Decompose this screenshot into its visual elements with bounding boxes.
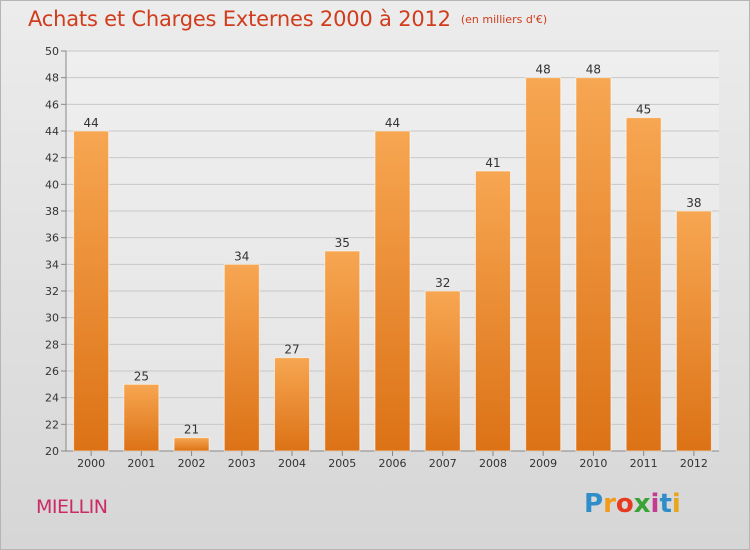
y-tick-label: 48	[45, 72, 59, 85]
logo-letter: x	[633, 489, 651, 519]
data-label-2010: 48	[586, 63, 601, 77]
y-tick-label: 32	[45, 285, 59, 298]
bar-2006	[374, 130, 411, 452]
data-label-2006: 44	[385, 116, 400, 130]
logo-letter: i	[671, 489, 681, 519]
y-tick-label: 28	[45, 338, 59, 351]
data-label-2004: 27	[284, 343, 299, 357]
data-label-2007: 32	[435, 276, 450, 290]
data-labels: 44 25 21 34 27 35 44 32 41 48 48 45 38	[83, 63, 701, 437]
x-tick-label-2009: 2009	[529, 457, 557, 470]
data-label-2009: 48	[536, 63, 551, 77]
data-label-2000: 44	[83, 116, 98, 130]
bar-2011	[625, 117, 662, 452]
y-tick-label: 44	[45, 125, 59, 138]
data-label-2012: 38	[686, 196, 701, 210]
x-tick-label-2011: 2011	[630, 457, 658, 470]
y-tick-label: 50	[45, 45, 59, 58]
chart-title: Achats et Charges Externes 2000 à 2012	[28, 7, 451, 31]
y-tick-label: 38	[45, 205, 59, 218]
proxiti-logo: Proxiti	[584, 489, 681, 519]
y-tick-label: 46	[45, 98, 59, 111]
data-label-2001: 25	[134, 369, 149, 383]
data-label-2002: 21	[184, 423, 199, 437]
bar-2002	[173, 437, 210, 452]
data-label-2005: 35	[335, 236, 350, 250]
y-tick-label: 30	[45, 312, 59, 325]
x-tick-label-2012: 2012	[680, 457, 708, 470]
data-label-2008: 41	[485, 156, 500, 170]
bar-2009	[525, 77, 562, 452]
logo-letter: P	[584, 489, 604, 519]
title-block: Achats et Charges Externes 2000 à 2012 (e…	[28, 7, 547, 31]
x-tick-label-2003: 2003	[228, 457, 256, 470]
x-tick-label-2002: 2002	[178, 457, 206, 470]
bar-2003	[223, 263, 260, 452]
y-tick-label: 34	[45, 258, 59, 271]
commune-name: MIELLIN	[36, 496, 108, 518]
y-tick-label: 42	[45, 152, 59, 165]
logo-letter: o	[615, 489, 634, 519]
logo-letter: r	[603, 489, 616, 519]
bar-2007	[424, 290, 461, 452]
bar-2008	[474, 170, 511, 452]
bar-2005	[324, 250, 361, 452]
bar-2010	[575, 77, 612, 452]
x-tick-label-2004: 2004	[278, 457, 306, 470]
bar-2012	[675, 210, 712, 452]
chart-subtitle: (en milliers d'€)	[460, 13, 548, 26]
x-tick-label-2000: 2000	[77, 457, 105, 470]
y-tick-label: 20	[45, 445, 59, 458]
x-tick-label-2010: 2010	[579, 457, 607, 470]
x-tick-label-2006: 2006	[379, 457, 407, 470]
data-label-2011: 45	[636, 103, 651, 117]
y-tick-label: 36	[45, 232, 59, 245]
bar-2001	[123, 383, 160, 452]
x-tick-label-2005: 2005	[328, 457, 356, 470]
logo-letter: i	[650, 489, 660, 519]
x-axis-ticks: 2000 2001 2002 2003 2004 2005 2006 2007 2008 2009…	[77, 451, 708, 470]
x-tick-label-2008: 2008	[479, 457, 507, 470]
bar-2000	[73, 130, 110, 452]
y-tick-label: 22	[45, 418, 59, 431]
data-label-2003: 34	[234, 249, 249, 263]
x-tick-label-2007: 2007	[429, 457, 457, 470]
logo-letter: t	[659, 489, 672, 519]
y-tick-label: 40	[45, 178, 59, 191]
x-tick-label-2001: 2001	[127, 457, 155, 470]
bar-2004	[274, 357, 311, 452]
y-tick-label: 26	[45, 365, 59, 378]
y-tick-label: 24	[45, 392, 59, 405]
